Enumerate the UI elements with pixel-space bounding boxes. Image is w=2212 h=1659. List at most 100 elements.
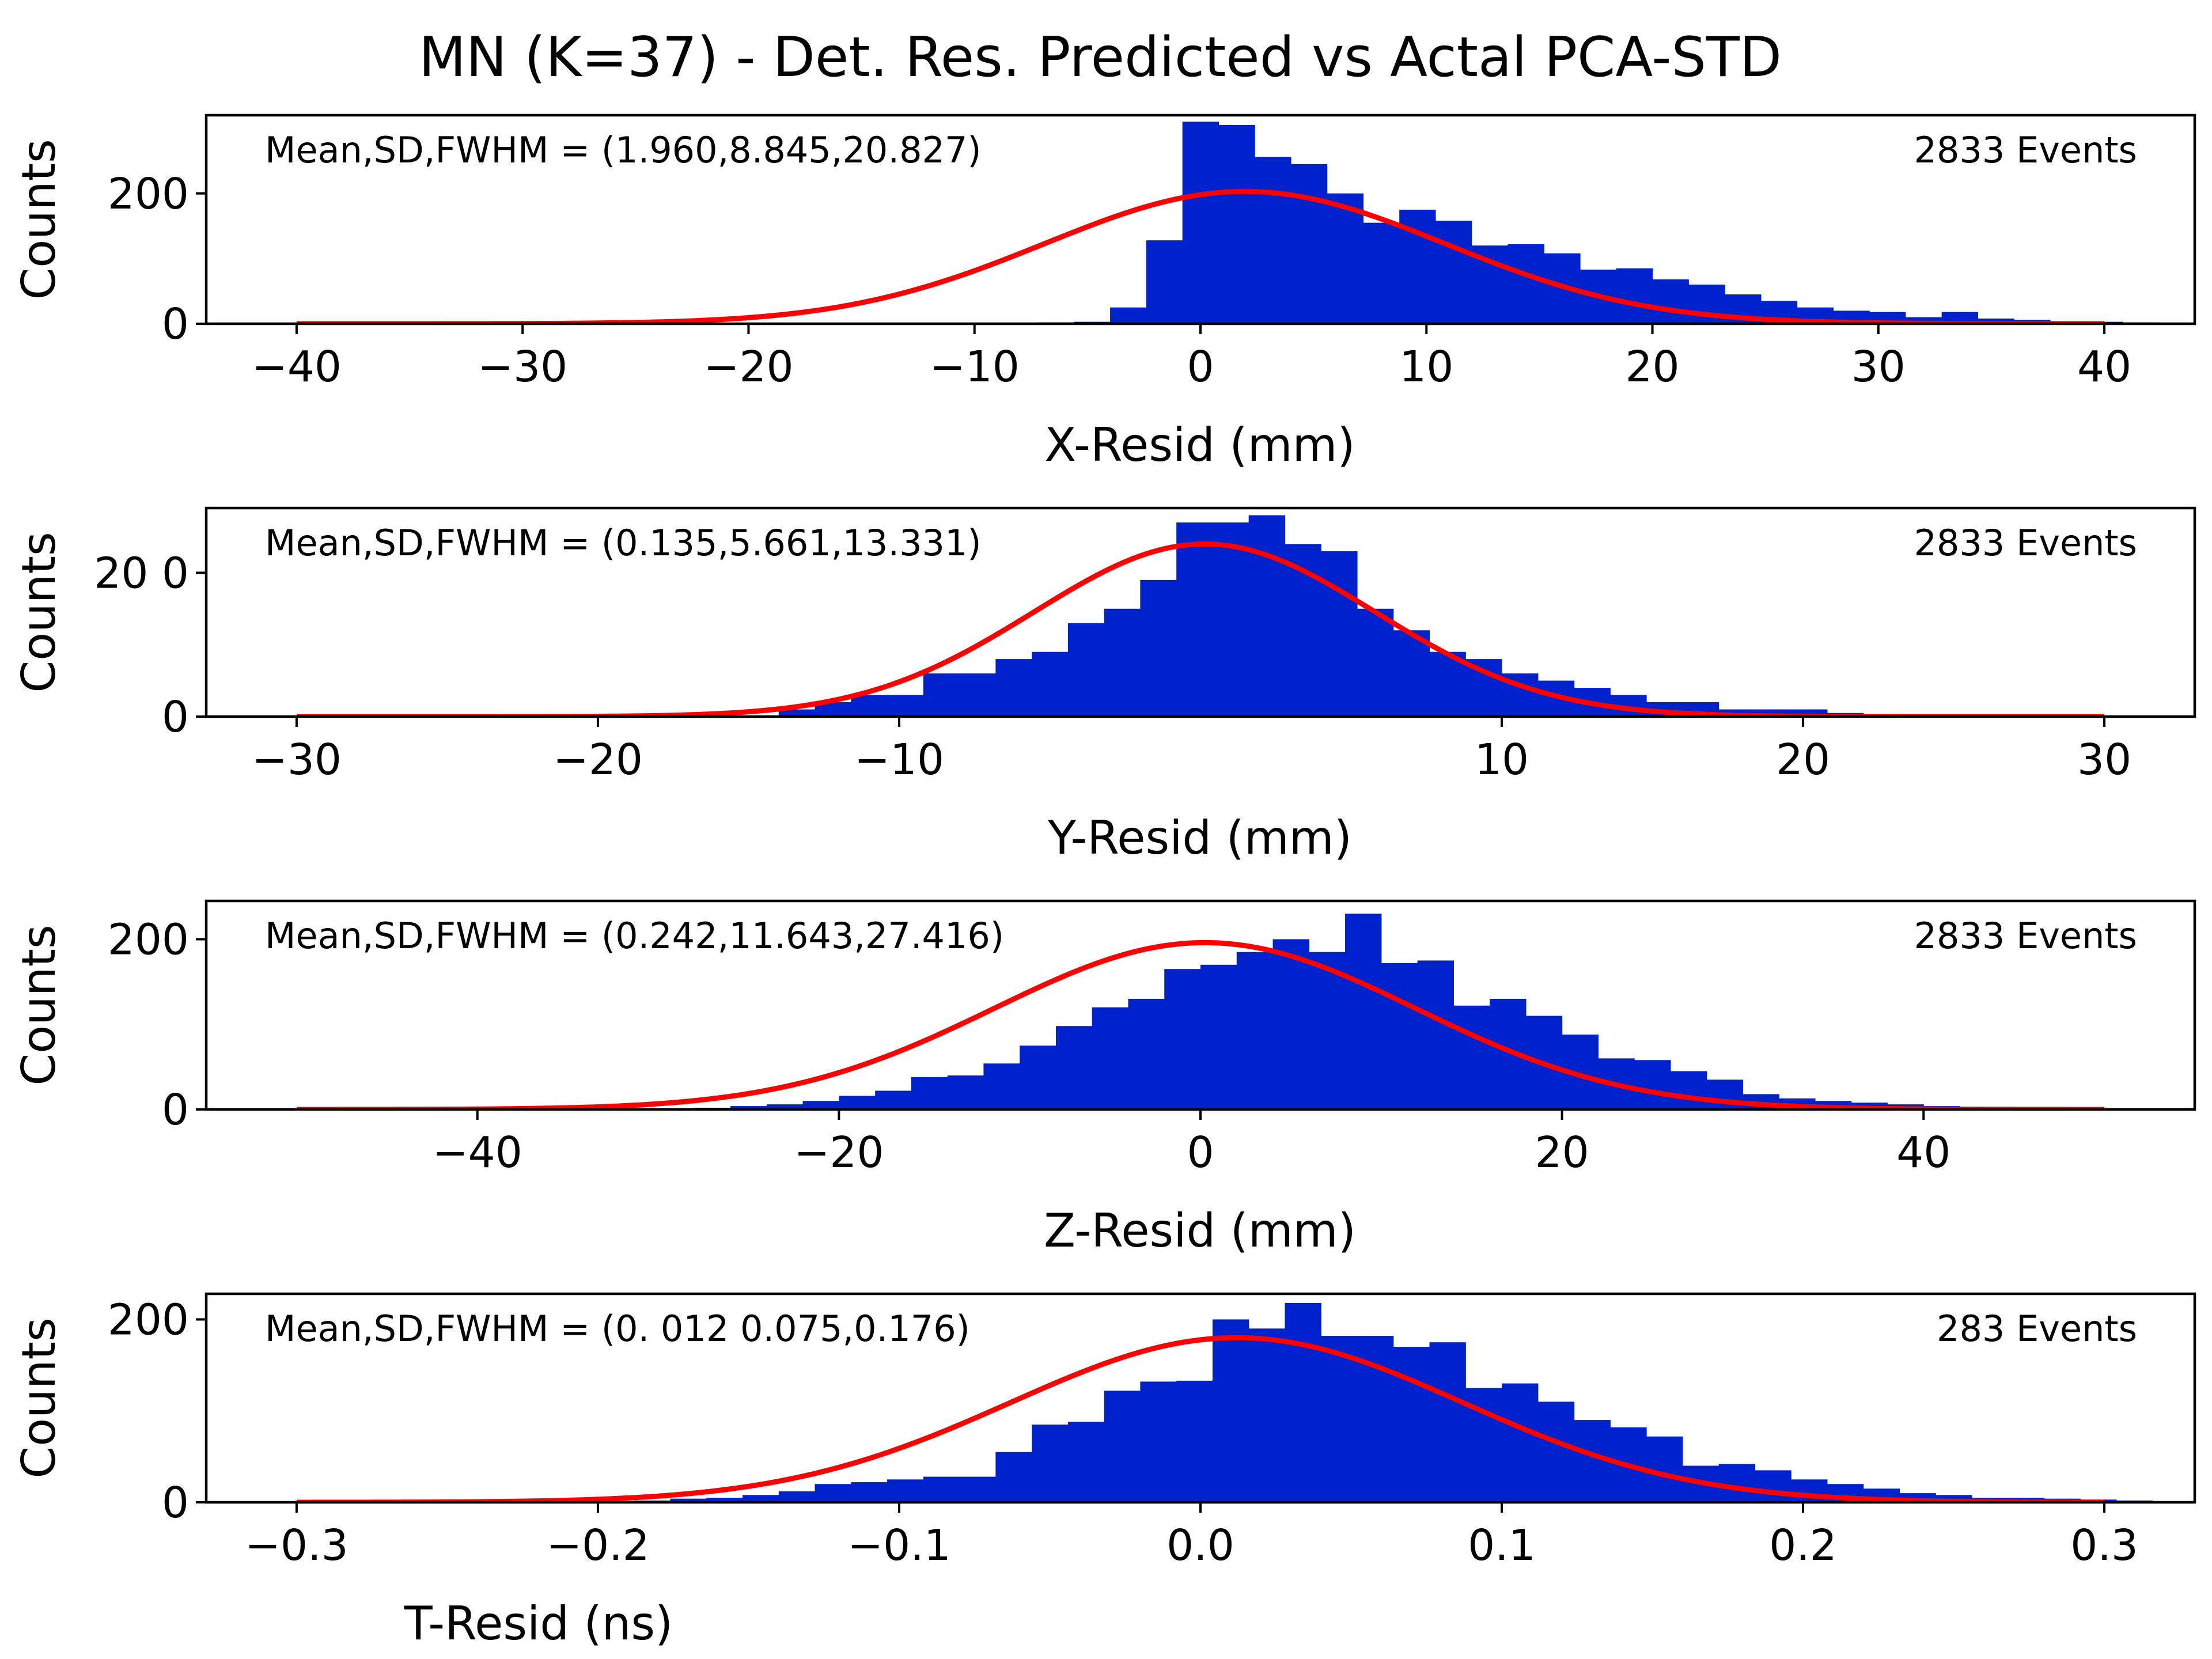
x-tick-label: −10	[930, 342, 1020, 392]
histogram-bar	[1067, 1422, 1105, 1502]
histogram-bar	[1032, 1425, 1069, 1502]
histogram-bar	[1110, 307, 1147, 324]
events-text-x: 2833 Events	[1914, 129, 2137, 171]
histogram-bars-x	[1001, 122, 2195, 324]
panel-t-resid: T-Resid (ns) Counts −0.3 −0.2 −0.1 0.0 0.1 0.…	[12, 1292, 2196, 1650]
histogram-bar	[1248, 1328, 1286, 1502]
histogram-bar	[995, 1452, 1032, 1502]
stats-text-t: Mean,SD,FWHM = (0. 012 0.075,0.176)	[265, 1308, 970, 1350]
histogram-bar	[1905, 317, 1942, 324]
histogram-bar	[887, 1479, 924, 1502]
histogram-bar	[1176, 522, 1213, 717]
y-tick-label: 0	[162, 300, 189, 349]
histogram-bar	[875, 1090, 912, 1109]
x-tick-label: 0.0	[1166, 1521, 1234, 1570]
histogram-bar	[923, 1476, 960, 1502]
x-axis-label-x: X-Resid (mm)	[1044, 418, 1355, 472]
events-text-y: 2833 Events	[1914, 522, 2137, 564]
histogram-bar	[1176, 1380, 1213, 1502]
histogram-bar	[1200, 964, 1237, 1109]
histogram-bar	[730, 1106, 767, 1109]
y-tick-label: 0	[162, 692, 189, 742]
histogram-bar	[1212, 1319, 1249, 1502]
histogram-bar	[1248, 515, 1286, 717]
y-axis-label-t: Counts	[12, 1317, 66, 1478]
histogram-bar	[1272, 939, 1309, 1109]
x-tick-label: −20	[703, 342, 793, 392]
x-tick-label: 0.2	[1769, 1521, 1837, 1570]
histogram-bar	[1417, 960, 1454, 1109]
panel-y-resid: Y-Resid (mm) Counts −30 −20 −10 10 20 30 0 20 0…	[12, 506, 2196, 865]
stats-text-y: Mean,SD,FWHM = (0.135,5.661,13.331)	[265, 522, 982, 564]
stats-text-z: Mean,SD,FWHM = (0.242,11.643,27.416)	[265, 915, 1004, 957]
histogram-bar	[670, 1498, 707, 1502]
x-tick-label: 20	[1625, 342, 1679, 392]
histogram-bar	[1357, 608, 1394, 717]
histogram-bar	[1393, 630, 1430, 717]
y-axis-label-y: Counts	[12, 532, 66, 692]
histogram-bar	[1092, 1007, 1129, 1109]
histogram-bar	[1429, 1342, 1466, 1502]
histogram-bar	[1140, 579, 1177, 717]
x-tick-label: −10	[854, 735, 944, 785]
histogram-bar	[1453, 1005, 1490, 1109]
histogram-bar	[851, 695, 888, 717]
histogram-bar	[947, 1075, 984, 1109]
histogram-bar	[815, 1484, 851, 1502]
histogram-bar	[1020, 1046, 1056, 1109]
histogram-bar	[1104, 1391, 1141, 1502]
x-axis-label-y: Y-Resid (mm)	[1047, 811, 1352, 865]
axes-frame-y	[204, 506, 2196, 718]
histogram-bar	[1537, 1402, 1575, 1502]
histogram-bar	[1327, 193, 1364, 324]
gaussian-fit-curve-z	[296, 940, 2105, 1109]
histogram-bar	[1218, 124, 1255, 324]
y-axis-label-x: Counts	[12, 139, 66, 300]
histogram-bar	[1255, 157, 1291, 324]
histogram-bar	[1140, 1381, 1177, 1502]
histogram-bar	[1634, 1060, 1671, 1109]
stats-text-x: Mean,SD,FWHM = (1.960,8.845,20.827)	[265, 129, 982, 171]
y-tick-label: 200	[108, 1295, 189, 1344]
histogram-bar	[802, 1101, 839, 1109]
x-tick-label: −40	[252, 342, 342, 392]
x-tick-label: −20	[553, 735, 643, 785]
histogram-bar	[1182, 122, 1219, 324]
gaussian-fit-curve-t	[296, 1335, 2105, 1502]
histogram-bar	[1128, 998, 1165, 1109]
histogram-bar	[1508, 244, 1544, 324]
histogram-bar	[1236, 952, 1274, 1109]
histogram-bar	[1104, 608, 1141, 717]
histogram-bar	[1502, 1383, 1539, 1502]
histogram-bar	[1321, 1336, 1358, 1502]
histogram-bar	[911, 1077, 948, 1109]
x-tick-label: 0	[1187, 1128, 1214, 1177]
x-tick-label: −0.2	[546, 1521, 650, 1570]
x-axis-label-t: T-Resid (ns)	[404, 1597, 673, 1650]
histogram-bar	[1381, 963, 1418, 1109]
y-tick-label: 20 0	[94, 548, 189, 598]
histogram-bar	[1652, 279, 1689, 324]
histogram-bar	[1055, 1026, 1093, 1109]
histogram-bar	[1718, 1464, 1755, 1502]
y-tick-label: 200	[108, 915, 189, 964]
y-axis-label-z: Counts	[12, 925, 66, 1085]
histogram-bar	[1290, 164, 1328, 324]
histogram-bar	[1670, 1071, 1707, 1109]
x-tick-label: 40	[1896, 1128, 1950, 1177]
events-text-t: 283 Events	[1937, 1308, 2137, 1350]
x-tick-label: 20	[1535, 1128, 1589, 1177]
histogram-bar	[959, 673, 996, 717]
histogram-bar	[778, 1491, 816, 1502]
x-axis-label-z: Z-Resid (mm)	[1044, 1204, 1356, 1257]
histogram-bar	[887, 695, 924, 717]
histogram-bar	[1393, 1347, 1430, 1502]
histogram-bar	[1067, 623, 1105, 717]
histogram-bar	[1309, 952, 1346, 1109]
histogram-bar	[959, 1476, 996, 1502]
histogram-bar	[778, 709, 816, 717]
histogram-bar	[1321, 551, 1358, 717]
histogram-bar	[1941, 312, 1979, 324]
histogram-bar	[839, 1096, 876, 1109]
